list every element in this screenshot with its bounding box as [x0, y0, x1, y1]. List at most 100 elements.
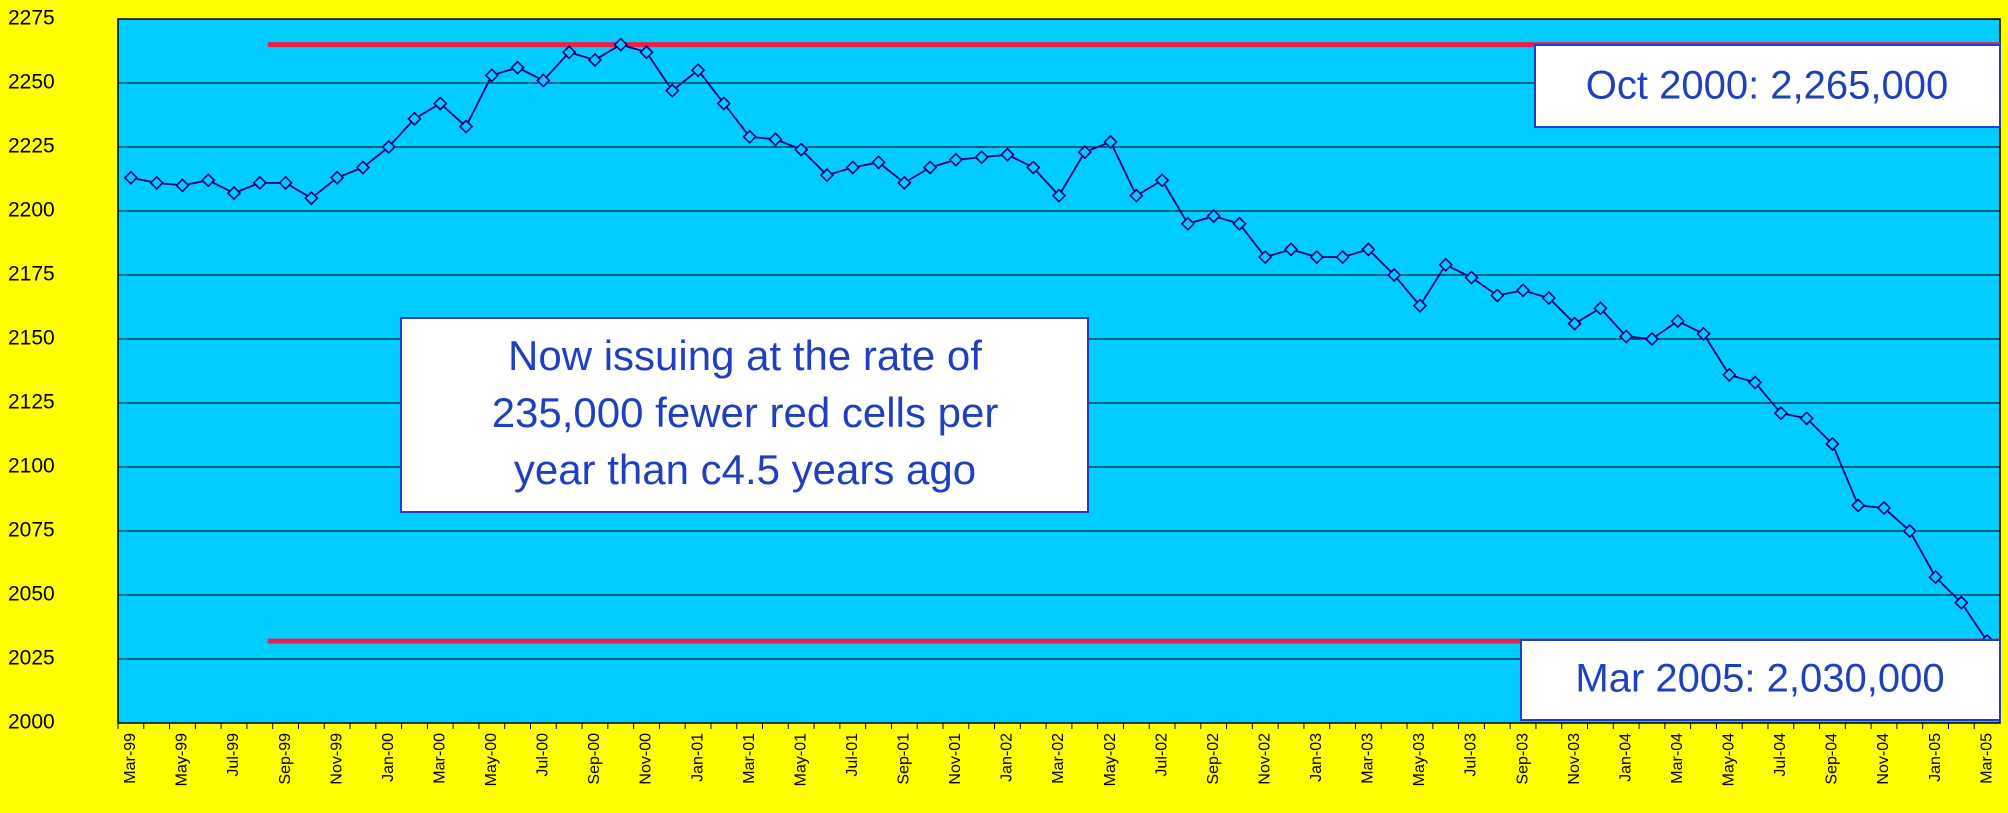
data-point	[1103, 134, 1118, 150]
data-point	[1464, 270, 1479, 285]
data-point	[1567, 316, 1582, 331]
data-point	[278, 175, 293, 190]
data-point	[1670, 313, 1685, 329]
data-point	[1851, 498, 1866, 513]
data-point	[922, 160, 938, 175]
data-point	[845, 160, 860, 175]
data-point	[1541, 290, 1556, 306]
annotation-box	[1520, 639, 2001, 721]
data-point	[1283, 242, 1299, 257]
data-point	[1077, 144, 1092, 160]
data-point	[665, 83, 680, 98]
data-point	[1799, 411, 1814, 426]
data-point	[381, 139, 396, 155]
x-tick-label: Sep-02	[1205, 733, 1222, 785]
x-tick-label: Nov-99	[328, 733, 345, 785]
data-point	[819, 168, 835, 183]
data-point	[201, 173, 216, 188]
annotation-box	[1534, 44, 2001, 128]
annotation: Oct 2000: 2,265,000	[1586, 64, 1949, 108]
data-point	[639, 45, 654, 60]
annotation-line: 235,000 fewer red cells per	[492, 389, 999, 436]
y-tick-label: 2225	[8, 135, 55, 158]
x-tick-label: Jan-04	[1617, 733, 1634, 782]
data-point	[1747, 375, 1763, 390]
x-tick-label: Sep-03	[1514, 733, 1531, 785]
data-point	[304, 191, 319, 206]
data-point	[897, 175, 912, 190]
data-point	[1619, 329, 1634, 344]
data-point	[1722, 367, 1737, 382]
x-tick-label: Mar-03	[1360, 733, 1377, 784]
x-tick-label: May-02	[1102, 733, 1119, 786]
data-point	[1026, 160, 1041, 175]
data-point	[226, 185, 242, 201]
x-tick-label: Mar-05	[1978, 733, 1995, 784]
data-point	[1644, 331, 1660, 347]
data-point	[123, 170, 139, 185]
y-tick-label: 2125	[8, 391, 55, 414]
x-tick-label: Mar-01	[741, 733, 758, 784]
x-tick-label: Sep-04	[1824, 733, 1841, 785]
data-point	[1387, 267, 1402, 283]
x-tick-label: Jan-02	[999, 733, 1016, 782]
x-tick-label: Nov-02	[1256, 733, 1273, 785]
x-tick-label: Mar-00	[431, 733, 448, 784]
data-point	[716, 96, 731, 111]
data-point	[1438, 257, 1453, 272]
y-tick-label: 2075	[8, 519, 55, 542]
data-point	[1412, 298, 1428, 313]
x-tick-label: Mar-99	[122, 733, 139, 784]
data-point	[458, 119, 474, 134]
x-tick-label: Jul-04	[1772, 733, 1789, 777]
y-tick-label: 2175	[8, 263, 55, 286]
y-tick-label: 2275	[8, 7, 55, 30]
x-tick-label: Jan-03	[1308, 733, 1325, 782]
x-tick-label: Mar-04	[1669, 733, 1686, 784]
data-point	[1876, 500, 1892, 516]
data-point	[1902, 523, 1917, 539]
data-point	[1696, 326, 1711, 342]
data-point	[175, 178, 190, 193]
x-tick-label: May-01	[792, 733, 809, 786]
data-point	[1490, 288, 1505, 303]
x-tick-label: Jul-00	[535, 733, 552, 777]
x-tick-label: Sep-01	[896, 733, 913, 785]
x-tick-label: Jul-03	[1463, 733, 1480, 777]
data-point	[1593, 301, 1608, 316]
data-point	[1335, 249, 1350, 265]
y-tick-label: 2250	[8, 71, 55, 94]
x-tick-label: Jul-99	[225, 733, 242, 777]
y-tick-label: 2200	[8, 199, 55, 222]
annotation: Mar 2005: 2,030,000	[1575, 657, 1944, 701]
data-point	[1206, 208, 1221, 224]
y-tick-label: 2000	[8, 711, 55, 734]
data-point	[1954, 595, 1969, 610]
y-tick-label: 2025	[8, 647, 55, 670]
x-tick-label: Nov-00	[638, 733, 655, 785]
data-point	[1928, 569, 1943, 585]
x-tick-label: Jan-05	[1927, 733, 1944, 782]
data-point	[1051, 188, 1067, 203]
x-tick-label: Nov-03	[1566, 733, 1583, 785]
x-tick-label: Jan-00	[380, 733, 397, 782]
x-tick-label: Jul-02	[1153, 733, 1170, 777]
data-point	[1180, 216, 1196, 231]
x-tick-label: Sep-00	[586, 733, 603, 785]
y-tick-label: 2100	[8, 455, 55, 478]
data-point	[742, 129, 757, 144]
data-point	[330, 170, 345, 185]
data-point	[1129, 188, 1144, 203]
data-point	[1154, 173, 1170, 188]
data-point	[149, 175, 164, 190]
data-point	[1309, 249, 1324, 265]
data-point	[433, 96, 448, 111]
data-point	[1361, 242, 1376, 257]
annotation-box	[400, 317, 1089, 513]
y-tick-label: 2050	[8, 583, 55, 606]
data-point	[1825, 436, 1840, 452]
data-point	[252, 175, 267, 190]
data-point	[510, 60, 525, 75]
x-tick-label: Nov-01	[947, 733, 964, 785]
